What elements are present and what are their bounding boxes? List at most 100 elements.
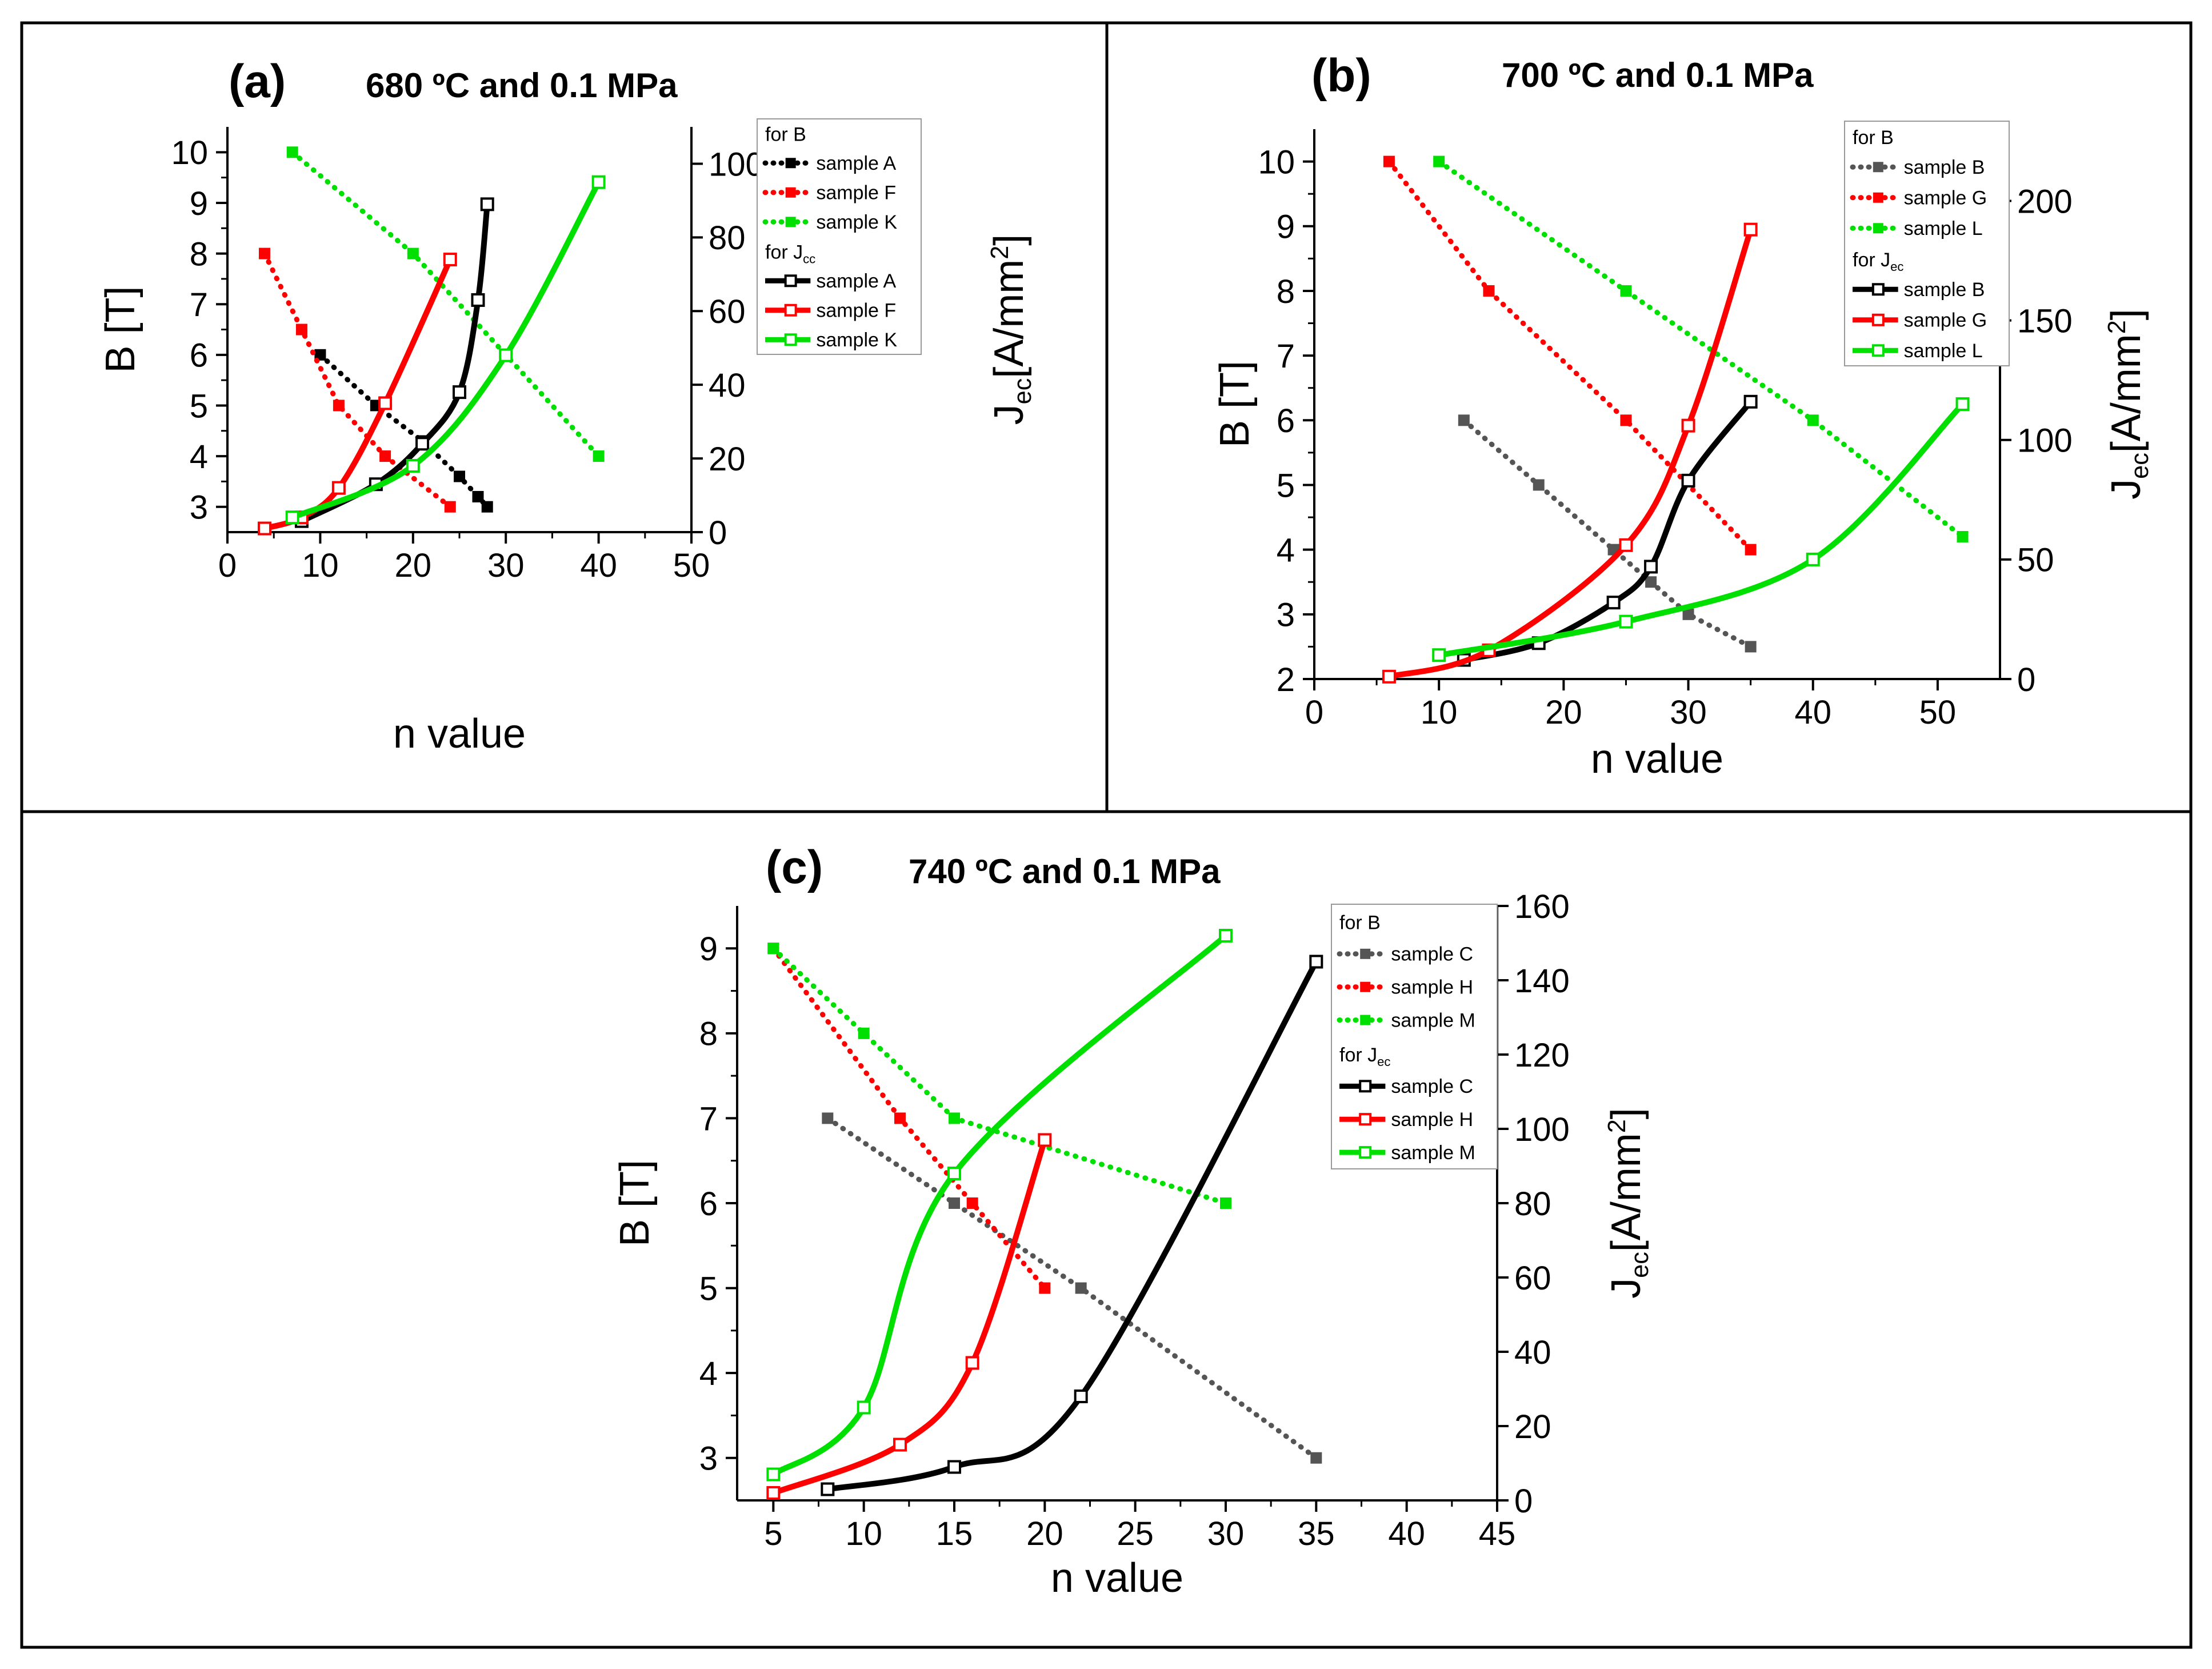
y-axis-label: B [T]	[1212, 361, 1258, 448]
j-data-point	[499, 348, 513, 362]
y2-tick-label: 200	[2017, 183, 2073, 220]
b-data-point	[454, 470, 465, 482]
legend-header-b: for B	[1339, 912, 1381, 933]
legend-header-j-main: for J	[1853, 249, 1890, 271]
y-tick-label: 2	[1277, 661, 1295, 698]
y2-label-main: J	[1603, 1278, 1649, 1299]
legend-header-j: for Jec	[1853, 249, 1903, 274]
legend-label-b: sample A	[816, 153, 896, 174]
j-data-point	[1382, 669, 1396, 684]
legend-header-j-sub: cc	[803, 252, 815, 266]
j-data-point	[1074, 1389, 1088, 1403]
j-data-point	[1743, 394, 1758, 409]
x-tick-label: 45	[1479, 1515, 1516, 1552]
y-tick-label: 5	[190, 388, 208, 425]
y2-axis-label: Jec[A/mm2]	[986, 234, 1037, 425]
b-series-line	[825, 1115, 1319, 1461]
b-series-line	[770, 945, 1229, 1206]
y-tick-label: 4	[190, 438, 208, 476]
legend-marker-j	[784, 333, 797, 346]
y-axis-label: B [T]	[612, 1160, 658, 1247]
panel-title: 740 ºC and 0.1 MPa	[909, 852, 1221, 891]
x-tick-label: 40	[580, 547, 617, 584]
y2-tick-label: 0	[2017, 661, 2035, 698]
legend-label-j: sample L	[1904, 340, 1983, 362]
b-data-point	[314, 349, 326, 361]
x-axis-label: n value	[1591, 736, 1723, 782]
b-data-point	[858, 1027, 870, 1039]
b-data-point	[1745, 641, 1757, 653]
legend-label-b: sample H	[1391, 977, 1473, 999]
j-data-point	[257, 521, 271, 536]
b-data-point	[1745, 544, 1757, 556]
y2-label-main: J	[2103, 479, 2149, 500]
y-tick-label: 3	[1277, 597, 1295, 634]
y-tick-label: 8	[1277, 273, 1295, 310]
legend-marker-j	[784, 304, 797, 317]
legend-marker-b	[1360, 948, 1371, 959]
y-tick-label: 3	[699, 1440, 718, 1478]
x-tick-label: 30	[1207, 1515, 1245, 1552]
j-data-point	[821, 1482, 835, 1496]
j-data-point	[415, 437, 430, 451]
x-tick-label: 10	[1421, 694, 1458, 731]
b-data-point	[1645, 576, 1657, 588]
b-data-point	[295, 324, 307, 336]
legend-label-b: sample G	[1904, 187, 1987, 209]
y2-tick-label: 80	[1514, 1185, 1551, 1223]
legend-header-b: for B	[765, 124, 806, 146]
y-tick-label: 5	[1277, 467, 1295, 504]
y2-label-main: J	[986, 404, 1032, 425]
y2-tick-label: 100	[2017, 422, 2073, 460]
y2-label-end: ]	[2103, 309, 2149, 320]
y2-axis-label: Jec[A/mm2]	[1603, 1108, 1654, 1299]
y2-label-sub: ec	[1626, 1252, 1654, 1278]
b-series-line	[1386, 159, 1754, 553]
x-tick-label: 5	[764, 1515, 782, 1552]
b-data-point	[444, 501, 456, 513]
y-tick-label: 10	[171, 134, 208, 171]
b-data-point	[949, 1112, 960, 1124]
y2-tick-label: 140	[1514, 963, 1570, 1000]
y2-label-sub: ec	[2126, 453, 2154, 479]
legend-label-j: sample B	[1904, 279, 1985, 301]
x-axis-label: n value	[393, 711, 526, 757]
b-data-point	[767, 943, 779, 955]
legend-label-b: sample M	[1391, 1009, 1475, 1031]
x-tick-label: 0	[218, 547, 237, 584]
y2-tick-label: 160	[1514, 888, 1570, 925]
j-data-point	[766, 1467, 781, 1482]
j-data-point	[766, 1486, 781, 1500]
y2-label-sup: 2	[986, 246, 1014, 259]
legend-marker-b	[785, 187, 796, 198]
y2-label-unit: [A/mm	[986, 259, 1032, 378]
y-tick-label: 10	[1258, 143, 1295, 181]
j-data-point	[1219, 929, 1233, 943]
legend-label-b: sample L	[1904, 218, 1983, 239]
y-tick-label: 9	[699, 931, 718, 968]
legend-marker-j	[1871, 283, 1885, 296]
x-tick-label: 40	[1388, 1515, 1425, 1552]
b-data-point	[593, 450, 605, 462]
b-data-point	[966, 1197, 978, 1209]
b-series-line	[262, 251, 453, 510]
j-data-point	[1955, 397, 1970, 411]
legend-label-j: sample A	[816, 270, 896, 292]
b-data-point	[258, 247, 270, 259]
b-data-point	[407, 247, 419, 259]
b-series-line	[770, 945, 1047, 1291]
legend-marker-j	[784, 274, 797, 288]
j-data-point	[1644, 560, 1658, 574]
x-tick-label: 30	[487, 547, 525, 584]
j-data-point	[480, 197, 494, 211]
panel-label: (b)	[1311, 50, 1371, 102]
y2-label-unit: [A/mm	[1603, 1133, 1649, 1252]
legend-marker-b	[1360, 981, 1371, 992]
b-data-point	[1620, 414, 1632, 426]
legend-label-j: sample K	[816, 329, 897, 351]
legend-marker-j	[1359, 1080, 1372, 1093]
b-data-point	[1310, 1452, 1322, 1464]
y2-axis-label: Jec[A/mm2]	[2103, 309, 2154, 500]
